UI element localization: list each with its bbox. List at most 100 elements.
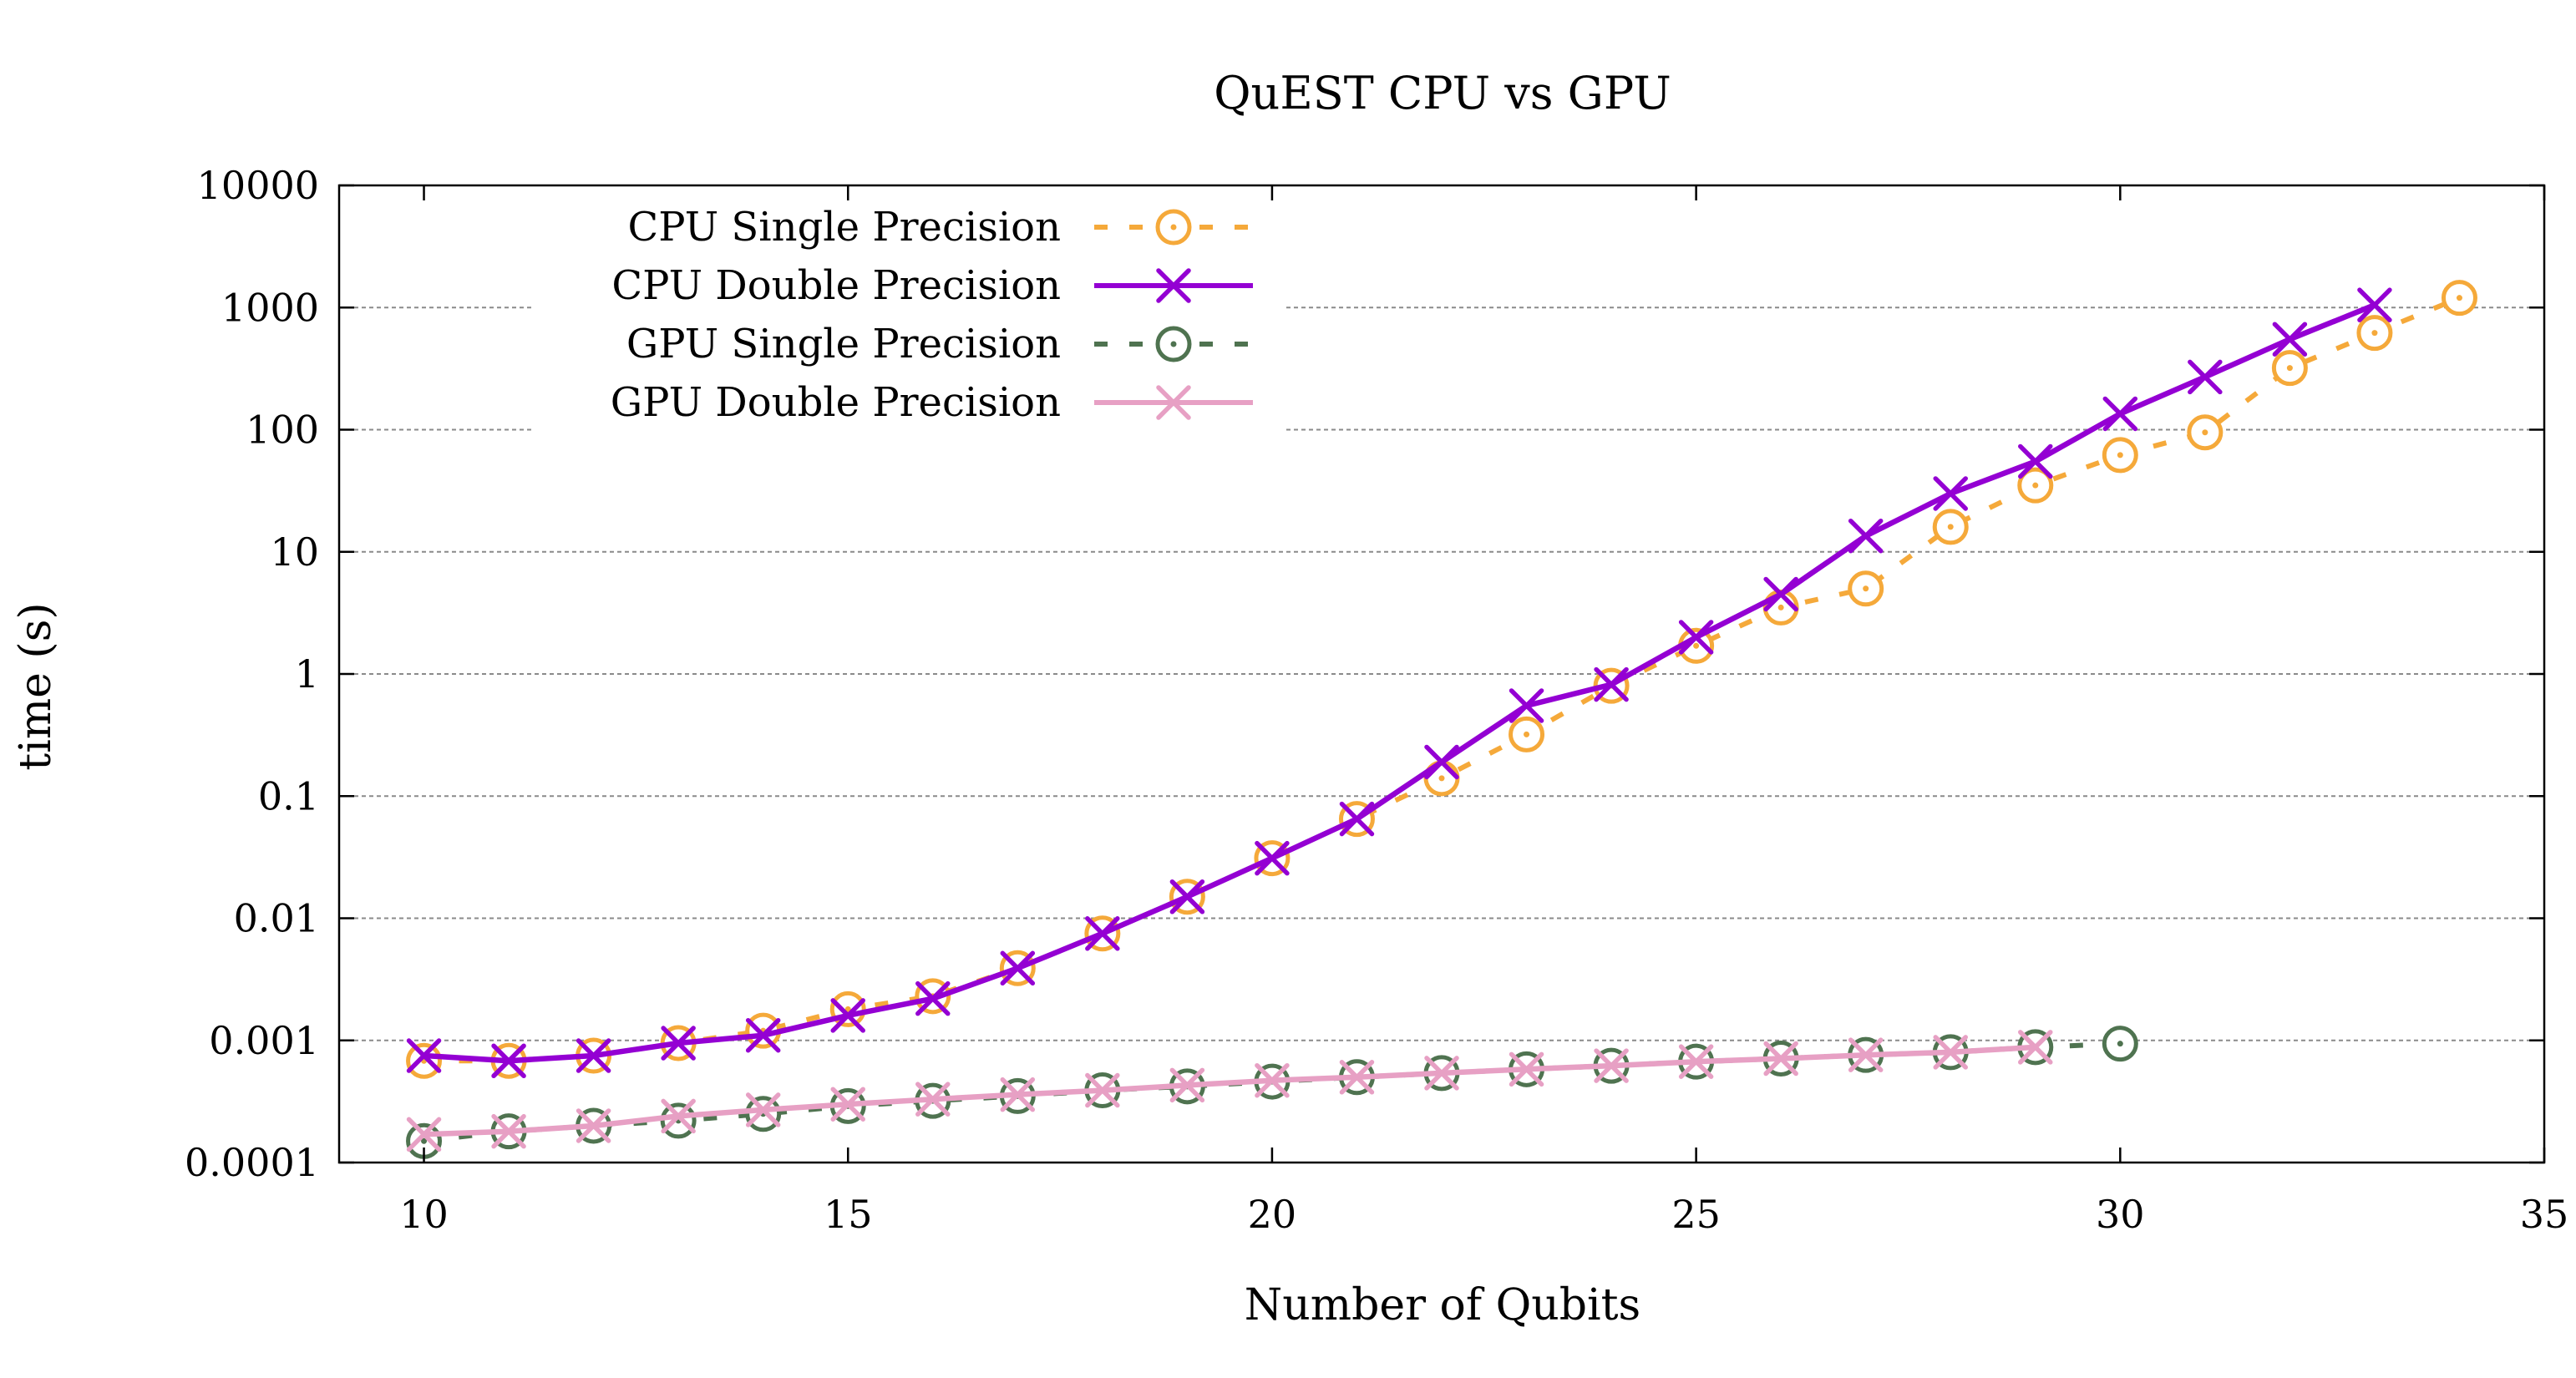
- data-point: [2102, 437, 2138, 474]
- marker-stroke: [491, 1113, 526, 1149]
- x-tick-label: 30: [2096, 1192, 2145, 1237]
- data-point: [915, 1082, 951, 1117]
- data-point: [406, 1038, 442, 1073]
- data-point: [2188, 359, 2223, 395]
- data-point: [660, 1102, 697, 1139]
- chart-title: QuEST CPU vs GPU: [1214, 67, 1671, 119]
- y-tick-label: 10000: [197, 163, 319, 208]
- gridlines: [339, 307, 2544, 1041]
- marker-stroke: [1339, 801, 1375, 837]
- marker-dot: [1947, 524, 1954, 530]
- axis-ticks: 0.0001 0.001 0.01 0.1 1 10 100 1000 10000 10 15 20 2…: [185, 163, 2568, 1237]
- marker-stroke: [1763, 576, 1798, 612]
- data-point: [1509, 688, 1544, 723]
- y-tick-label: 1: [295, 651, 319, 697]
- data-point: [2356, 315, 2393, 352]
- marker-dot: [2371, 330, 2378, 337]
- data-point: [491, 1043, 526, 1078]
- data-point: [576, 1038, 611, 1073]
- data-point: [661, 1098, 696, 1134]
- marker-stroke: [1424, 744, 1459, 780]
- data-point: [2102, 396, 2138, 432]
- series-line: [423, 302, 2376, 1064]
- data-point: [745, 1092, 781, 1127]
- data-point: [2441, 280, 2477, 317]
- marker-stroke: [1933, 476, 1968, 511]
- marker-stroke: [1339, 1060, 1375, 1095]
- y-axis-label: time (s): [11, 602, 61, 770]
- marker-stroke: [1255, 1062, 1290, 1098]
- legend-label: CPU Double Precision: [611, 262, 1061, 309]
- legend-marker: [1156, 385, 1191, 420]
- legend-label: GPU Double Precision: [611, 379, 1061, 426]
- y-tick-label: 0.0001: [185, 1140, 319, 1185]
- marker-dot: [1524, 731, 1530, 737]
- x-tick-label: 10: [399, 1192, 449, 1237]
- legend-item: GPU Double Precision: [611, 379, 1253, 426]
- legend-item: CPU Single Precision: [628, 204, 1253, 251]
- marker-dot: [2456, 295, 2462, 301]
- data-point: [1763, 576, 1798, 612]
- data-point: [2187, 414, 2224, 451]
- marker-stroke: [1848, 518, 1884, 554]
- marker-stroke: [491, 1043, 526, 1078]
- marker-stroke: [830, 998, 865, 1033]
- marker-dot: [2032, 482, 2039, 489]
- marker-dot: [1438, 775, 1445, 782]
- data-point: [1339, 1060, 1375, 1095]
- series-line: [423, 1044, 2036, 1137]
- marker-stroke: [1509, 1051, 1544, 1087]
- data-point: [2018, 443, 2053, 479]
- y-tick-label: 0.01: [234, 896, 319, 941]
- marker-stroke: [661, 1098, 696, 1134]
- marker-stroke: [1255, 840, 1290, 876]
- marker-stroke: [1000, 1077, 1036, 1112]
- data-point: [1424, 1056, 1459, 1091]
- x-axis-label: Number of Qubits: [1245, 1280, 1640, 1330]
- marker-stroke: [830, 1087, 865, 1122]
- data-point: [1848, 1037, 1884, 1072]
- x-tick-label: 35: [2520, 1192, 2569, 1237]
- data-point: [2271, 350, 2308, 387]
- marker-stroke: [1509, 688, 1544, 723]
- data-point: [2018, 1030, 2053, 1065]
- data-point: [406, 1117, 442, 1153]
- data-point: [1085, 1072, 1120, 1108]
- data-point: [1339, 801, 1375, 837]
- marker-dot: [2286, 365, 2293, 372]
- data-point: [1933, 476, 1968, 511]
- data-point: [1678, 620, 1714, 655]
- marker-stroke: [2018, 443, 2053, 479]
- legend-label: CPU Single Precision: [628, 204, 1061, 251]
- data-point: [2357, 287, 2392, 322]
- data-point: [1169, 879, 1205, 914]
- marker-dot: [1863, 585, 1869, 592]
- data-point: [830, 1087, 865, 1122]
- marker-dot: [1170, 341, 1177, 347]
- marker-stroke: [745, 1092, 781, 1127]
- data-point: [1424, 744, 1459, 780]
- y-tick-label: 0.1: [258, 773, 319, 818]
- marker-dot: [421, 1137, 428, 1144]
- marker-stroke: [576, 1038, 611, 1073]
- x-tick-label: 15: [824, 1192, 873, 1237]
- marker-stroke: [745, 1017, 781, 1053]
- y-tick-label: 1000: [221, 285, 319, 330]
- marker-dot: [2117, 1041, 2123, 1047]
- marker-stroke: [1156, 385, 1191, 420]
- data-point: [491, 1113, 526, 1149]
- marker-dot: [1170, 224, 1177, 231]
- data-point: [2017, 467, 2054, 504]
- marker-stroke: [1000, 950, 1036, 986]
- data-point: [1678, 1044, 1714, 1079]
- data-point: [576, 1108, 611, 1143]
- legend: CPU Single Precision CPU Double Precision…: [535, 195, 1286, 443]
- data-point: [1933, 1035, 1968, 1070]
- data-point: [1000, 1077, 1036, 1112]
- marker-stroke: [1678, 620, 1714, 655]
- data-point: [1085, 916, 1120, 951]
- marker-stroke: [915, 1082, 951, 1117]
- marker-stroke: [2188, 359, 2223, 395]
- marker-stroke: [2357, 287, 2392, 322]
